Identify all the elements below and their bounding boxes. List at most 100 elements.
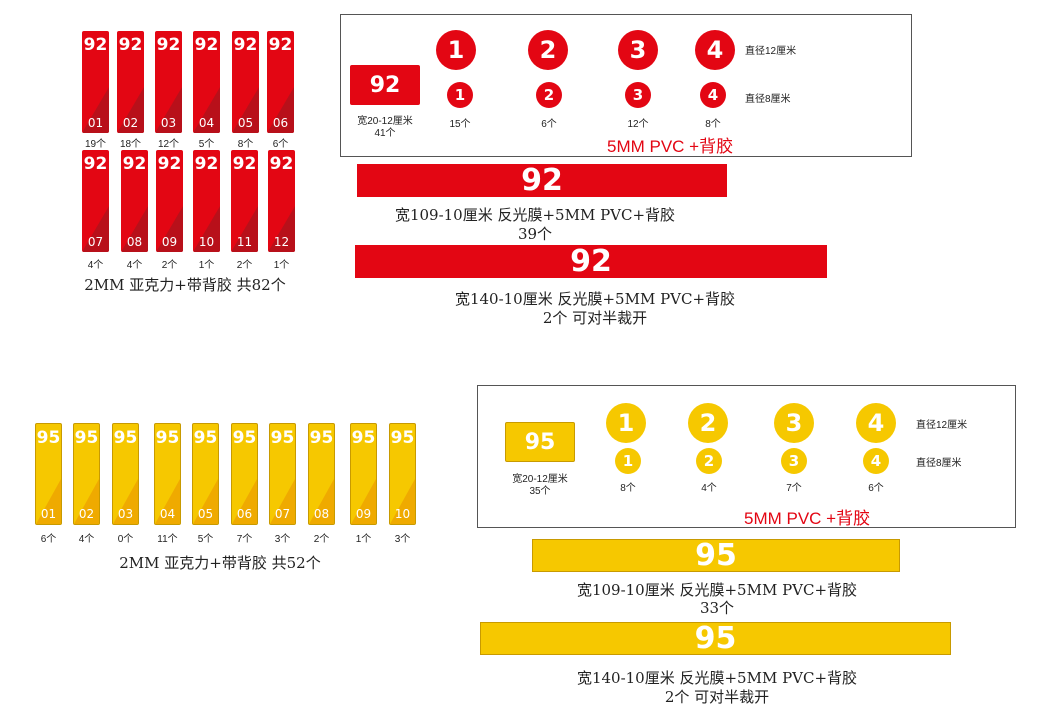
red-bar-109-count: 39个 [517,225,553,243]
tag-number: 92 [194,35,219,55]
tag-count: 0个 [117,534,134,545]
red-tag-11: 92 11 [231,150,258,252]
yellow-tag-04: 95 04 [154,423,181,525]
yellow-plate: 95 [505,422,575,462]
tag-number: 92 [157,154,182,174]
tag-index: 01 [87,116,104,130]
red-circle-big-4: 4 [695,30,735,70]
tag-count: 11个 [157,534,178,545]
tag-stripe-icon [267,87,294,133]
tag-number: 95 [309,428,334,448]
tag-number: 95 [232,428,257,448]
yellow-tag-02: 95 02 [73,423,100,525]
red-tag-05: 92 05 [232,31,259,133]
tag-stripe-icon [232,479,257,524]
tag-number: 92 [83,35,108,55]
red-circle-small-4: 4 [700,82,726,108]
tag-stripe-icon [309,479,334,524]
tag-number: 95 [113,428,138,448]
tag-number: 95 [155,428,180,448]
yellow-circle-count-4: 6个 [868,483,884,494]
tag-index: 02 [78,507,95,521]
yellow-bar-109: 95 [532,538,900,573]
tag-stripe-icon [231,206,258,252]
tag-number: 92 [156,35,181,55]
red-circle-small-2: 2 [536,82,562,108]
red-circle-big-3: 3 [618,30,658,70]
tag-count: 2个 [161,260,178,271]
yellow-plate-count: 35个 [529,486,551,497]
yellow-bar-140-caption: 宽140-10厘米 反光膜+5MM PVC+背胶 [576,669,858,687]
tag-index: 09 [161,235,178,249]
tag-count: 1个 [273,260,290,271]
tag-stripe-icon [270,479,295,524]
tag-count: 1个 [355,534,372,545]
red-circle-panel: 92 宽20-12厘米 41个 1 2 3 4 1 2 3 4 15个 6个 1… [340,14,912,157]
tag-count: 8个 [237,139,254,150]
tag-index: 05 [197,507,214,521]
yellow-bar-109-count: 33个 [699,599,735,617]
yellow-tag-01: 95 01 [35,423,62,525]
red-circle-count-4: 8个 [705,119,721,130]
yellow-circle-big-4: 4 [856,403,896,443]
tag-number: 92 [122,154,147,174]
red-tag-07: 92 07 [82,150,109,252]
yellow-bar-140-number: 95 [694,621,737,656]
red-tag-02: 92 02 [117,31,144,133]
yellow-circle-small-4: 4 [863,448,889,474]
tag-index: 12 [273,235,290,249]
red-plate-size: 宽20-12厘米 [357,116,413,127]
yellow-tag-06: 95 06 [231,423,258,525]
tag-count: 5个 [198,139,215,150]
red-circle-big-1: 1 [436,30,476,70]
red-bar-109: 92 [357,163,727,198]
tag-count: 6个 [272,139,289,150]
tag-stripe-icon [155,87,182,133]
tag-index: 08 [313,507,330,521]
red-bar-109-caption: 宽109-10厘米 反光膜+5MM PVC+背胶 [394,206,676,224]
tag-stripe-icon [155,479,180,524]
tag-stripe-icon [232,87,259,133]
yellow-circle-count-2: 4个 [701,483,717,494]
tag-index: 10 [198,235,215,249]
yellow-tag-05: 95 05 [192,423,219,525]
red-circle-big-2: 2 [528,30,568,70]
red-circle-count-2: 6个 [541,119,557,130]
yellow-circle-small-2: 2 [696,448,722,474]
yellow-circle-big-3: 3 [774,403,814,443]
tag-count: 4个 [87,260,104,271]
red-tag-10: 92 10 [193,150,220,252]
yellow-circle-count-1: 8个 [620,483,636,494]
tag-stripe-icon [390,479,415,524]
tag-index: 06 [236,507,253,521]
tag-number: 95 [270,428,295,448]
red-circle-small-3: 3 [625,82,651,108]
tag-stripe-icon [193,479,218,524]
yellow-tags-caption: 2MM 亚克力+带背胶 共52个 [119,554,321,572]
tag-count: 2个 [313,534,330,545]
tag-index: 10 [394,507,411,521]
yellow-tag-07: 95 07 [269,423,296,525]
tag-stripe-icon [351,479,376,524]
tag-count: 3个 [394,534,411,545]
red-plate-count: 41个 [374,128,396,139]
tag-count: 18个 [119,139,142,150]
tag-stripe-icon [36,479,61,524]
yellow-pvc-label: 5MM PVC +背胶 [744,509,871,528]
tag-index: 04 [198,116,215,130]
tag-number: 95 [193,428,218,448]
tag-number: 92 [118,35,143,55]
tag-stripe-icon [193,87,220,133]
tag-index: 07 [87,235,104,249]
tag-index: 05 [237,116,254,130]
tag-number: 95 [351,428,376,448]
red-circle-small-1: 1 [447,82,473,108]
red-circle-count-3: 12个 [627,119,649,130]
red-tags-caption: 2MM 亚克力+带背胶 共82个 [84,276,286,294]
red-tag-04: 92 04 [193,31,220,133]
tag-count: 2个 [236,260,253,271]
red-tag-08: 92 08 [121,150,148,252]
red-bar-109-number: 92 [521,163,563,198]
tag-index: 06 [272,116,289,130]
tag-number: 95 [390,428,415,448]
